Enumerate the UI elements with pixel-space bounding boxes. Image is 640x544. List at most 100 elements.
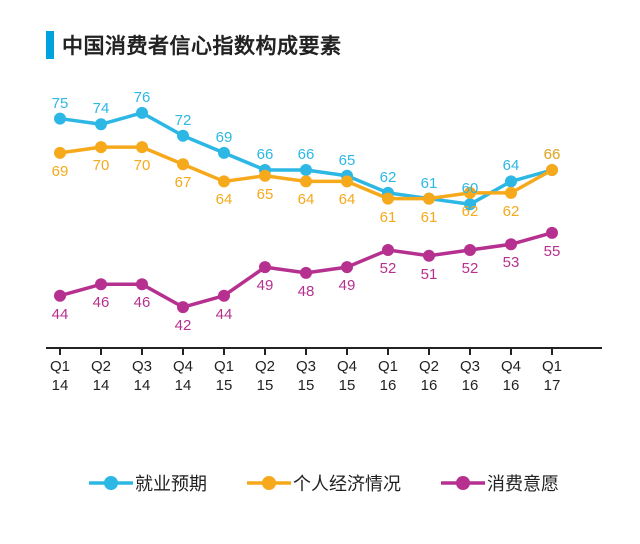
series-employment-value-label: 75 — [52, 95, 69, 112]
x-label-l1: Q2 — [255, 358, 275, 375]
series-employment-value-label: 74 — [93, 100, 110, 117]
series-employment-value-label: 61 — [421, 175, 438, 192]
series-personal-economy-value-label: 62 — [462, 203, 479, 220]
x-axis-label: Q414 — [162, 358, 204, 396]
series-personal-economy-marker — [382, 193, 394, 205]
x-label-l1: Q1 — [214, 358, 234, 375]
x-label-l2: 16 — [503, 377, 520, 394]
x-label-l2: 14 — [134, 377, 151, 394]
series-spending-willingness-value-label: 49 — [339, 277, 356, 294]
x-axis-label: Q316 — [449, 358, 491, 396]
series-spending-willingness-value-label: 53 — [503, 254, 520, 271]
line-chart: 7574767269666665626160646669707067646564… — [46, 80, 602, 400]
x-label-l2: 14 — [93, 377, 110, 394]
chart-title: 中国消费者信心指数构成要素 — [62, 30, 342, 60]
series-spending-willingness-value-label: 44 — [216, 306, 233, 323]
x-label-l1: Q4 — [501, 358, 521, 375]
series-spending-willingness-marker — [464, 244, 476, 256]
x-label-l1: Q2 — [91, 358, 111, 375]
series-spending-willingness-value-label: 44 — [52, 306, 69, 323]
series-spending-willingness-marker — [259, 261, 271, 273]
series-spending-willingness-marker — [54, 290, 66, 302]
series-personal-economy-marker — [505, 187, 517, 199]
series-employment-value-label: 69 — [216, 129, 233, 146]
series-employment-marker — [177, 130, 189, 142]
series-spending-willingness-value-label: 46 — [134, 294, 151, 311]
series-personal-economy-marker — [259, 170, 271, 182]
chart-legend: 就业预期 个人经济情况 消费意愿 — [46, 470, 602, 496]
x-axis-label: Q315 — [285, 358, 327, 396]
series-personal-economy-marker — [95, 141, 107, 153]
series-employment-value-label: 72 — [175, 112, 192, 129]
x-label-l1: Q3 — [132, 358, 152, 375]
series-spending-willingness-marker — [546, 227, 558, 239]
series-employment-marker — [95, 118, 107, 130]
series-personal-economy-marker — [341, 175, 353, 187]
x-axis-label: Q215 — [244, 358, 286, 396]
title-accent-bar — [46, 31, 54, 59]
legend-item-employment: 就业预期 — [89, 470, 207, 496]
series-personal-economy-value-label: 70 — [93, 157, 110, 174]
series-personal-economy-marker — [546, 164, 558, 176]
x-axis-label: Q116 — [367, 358, 409, 396]
series-employment-value-label: 66 — [298, 146, 315, 163]
x-label-l1: Q2 — [419, 358, 439, 375]
x-label-l1: Q4 — [337, 358, 357, 375]
series-employment-marker — [300, 164, 312, 176]
series-personal-economy-value-label: 62 — [503, 203, 520, 220]
series-employment-value-label: 64 — [503, 157, 520, 174]
series-personal-economy-value-label: 65 — [257, 186, 274, 203]
series-personal-economy-value-label: 64 — [216, 191, 233, 208]
series-spending-willingness-marker — [136, 278, 148, 290]
series-spending-willingness-value-label: 42 — [175, 317, 192, 334]
x-label-l2: 15 — [298, 377, 315, 394]
series-spending-willingness-marker — [505, 238, 517, 250]
x-label-l1: Q3 — [296, 358, 316, 375]
series-personal-economy-marker — [54, 147, 66, 159]
series-spending-willingness-marker — [300, 267, 312, 279]
x-label-l2: 16 — [380, 377, 397, 394]
series-employment-value-label: 65 — [339, 152, 356, 169]
legend-label: 就业预期 — [135, 470, 207, 496]
series-spending-willingness-marker — [218, 290, 230, 302]
legend-item-spending-willingness: 消费意愿 — [441, 470, 559, 496]
series-employment-marker — [54, 113, 66, 125]
x-label-l2: 15 — [339, 377, 356, 394]
series-employment-value-label: 60 — [462, 180, 479, 197]
series-spending-willingness-value-label: 51 — [421, 266, 438, 283]
series-personal-economy-marker — [218, 175, 230, 187]
legend-item-personal-economy: 个人经济情况 — [247, 470, 401, 496]
series-spending-willingness-value-label: 48 — [298, 283, 315, 300]
x-axis-label: Q214 — [80, 358, 122, 396]
series-personal-economy-value-label: 64 — [339, 191, 356, 208]
series-personal-economy-marker — [136, 141, 148, 153]
x-label-l1: Q1 — [50, 358, 70, 375]
series-employment-value-label: 62 — [380, 169, 397, 186]
x-label-l1: Q4 — [173, 358, 193, 375]
x-axis-label: Q415 — [326, 358, 368, 396]
x-label-l2: 16 — [421, 377, 438, 394]
series-spending-willingness-marker — [341, 261, 353, 273]
series-personal-economy-value-label: 67 — [175, 174, 192, 191]
x-label-l2: 14 — [52, 377, 69, 394]
x-axis-label: Q314 — [121, 358, 163, 396]
x-label-l1: Q1 — [378, 358, 398, 375]
page: 中国消费者信心指数构成要素 75 74 76 72 69 66 66 65 62 61 60 64 66… — [0, 0, 640, 544]
legend-label: 个人经济情况 — [293, 470, 401, 496]
series-spending-willingness-value-label: 52 — [462, 260, 479, 277]
series-employment-marker — [505, 175, 517, 187]
legend-marker-icon — [89, 474, 133, 492]
x-axis-label: Q416 — [490, 358, 532, 396]
series-personal-economy-marker — [423, 193, 435, 205]
series-employment-value-label: 66 — [257, 146, 274, 163]
series-personal-economy-value-label: 66 — [544, 146, 561, 163]
legend-marker-icon — [247, 474, 291, 492]
x-label-l2: 16 — [462, 377, 479, 394]
series-employment-value-label: 76 — [134, 89, 151, 106]
x-axis-label: Q117 — [531, 358, 573, 396]
x-label-l2: 17 — [544, 377, 561, 394]
x-label-l1: Q3 — [460, 358, 480, 375]
series-spending-willingness-marker — [177, 301, 189, 313]
x-axis-label: Q216 — [408, 358, 450, 396]
series-personal-economy-value-label: 61 — [421, 209, 438, 226]
